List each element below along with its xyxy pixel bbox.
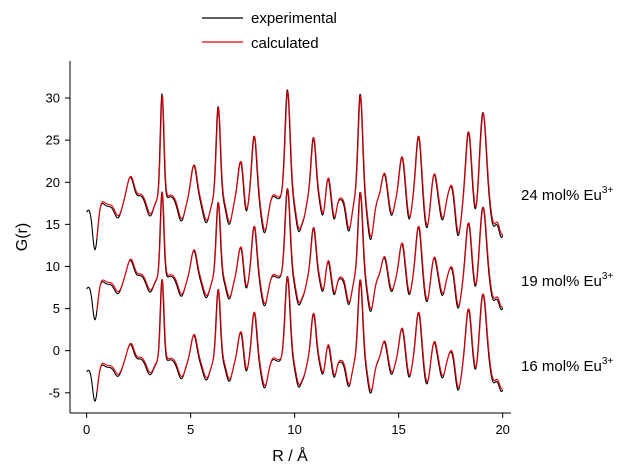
curves	[86, 89, 504, 402]
y-tick-label: 25	[46, 133, 60, 148]
legend-label-experimental: experimental	[251, 10, 337, 27]
y-tick-label: 10	[46, 259, 60, 274]
sample-label-text: 24 mol% Eu	[521, 187, 602, 204]
sample-label: 19 mol% Eu3+	[521, 271, 613, 290]
x-tick-label: 0	[83, 422, 90, 437]
sample-label-superscript: 3+	[602, 271, 614, 282]
y-axis-label: G(r)	[14, 223, 31, 251]
sample-label: 16 mol% Eu3+	[521, 356, 613, 375]
annotations: 24 mol% Eu3+19 mol% Eu3+16 mol% Eu3+	[521, 185, 613, 375]
x-tick-label: 5	[187, 422, 194, 437]
legend-label-calculated: calculated	[251, 35, 319, 52]
y-tick-label: 5	[53, 301, 60, 316]
series-calculated-24-mol-eu3	[96, 91, 504, 239]
x-tick-label: 10	[287, 422, 301, 437]
y-ticks: -5 0 5 10 15 20 25 30	[46, 91, 70, 400]
x-ticks: 0 5 10 15 20	[83, 413, 510, 437]
series-experimental-16-mol-eu3	[86, 276, 504, 402]
sample-label-superscript: 3+	[602, 185, 614, 196]
sample-label: 24 mol% Eu3+	[521, 185, 613, 204]
sample-label-text: 16 mol% Eu	[521, 358, 602, 375]
y-tick-label: -5	[48, 385, 60, 400]
series-calculated-16-mol-eu3	[96, 276, 504, 392]
sample-label-superscript: 3+	[602, 356, 614, 367]
sample-label-text: 19 mol% Eu	[521, 273, 602, 290]
series-calculated-19-mol-eu3	[96, 188, 504, 311]
y-tick-label: 20	[46, 175, 60, 190]
y-tick-label: 15	[46, 217, 60, 232]
x-axis-label: R / Å	[272, 446, 308, 465]
legend: experimental calculated	[202, 10, 337, 52]
x-tick-label: 20	[495, 422, 509, 437]
x-tick-label: 15	[391, 422, 405, 437]
series-experimental-24-mol-eu3	[86, 89, 504, 251]
y-tick-label: 30	[46, 91, 60, 106]
y-tick-label: 0	[53, 343, 60, 358]
